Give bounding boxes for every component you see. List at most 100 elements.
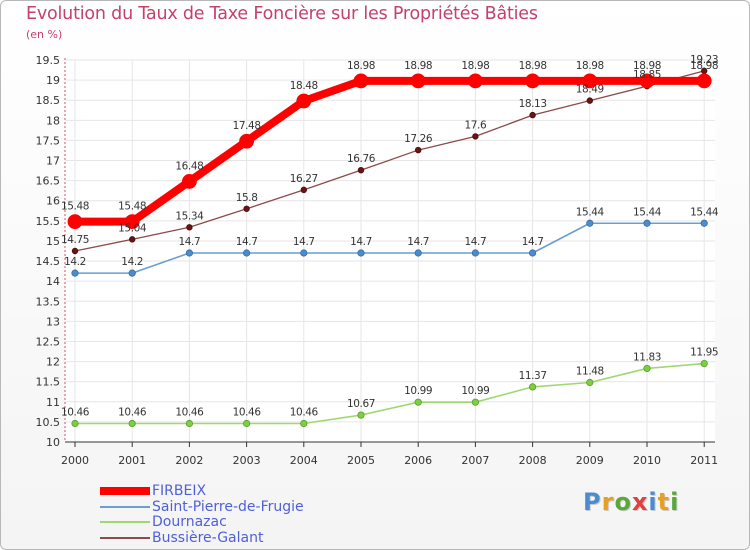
data-label: 14.7 xyxy=(407,236,429,248)
y-tick-label: 16.5 xyxy=(36,175,61,188)
data-label: 18.98 xyxy=(461,60,489,72)
data-point xyxy=(471,398,479,406)
data-label: 16.27 xyxy=(290,173,318,185)
y-tick-label: 15.5 xyxy=(36,215,61,228)
data-label: 14.2 xyxy=(121,256,143,268)
data-point xyxy=(185,419,193,428)
data-label: 14.7 xyxy=(350,236,372,248)
legend-label: Bussière-Galant xyxy=(152,529,264,546)
y-tick-label: 11 xyxy=(46,396,60,409)
y-tick-label: 12 xyxy=(46,356,60,369)
proxiti-logo: Proxiti xyxy=(583,488,679,516)
data-point xyxy=(586,219,594,227)
y-tick-label: 19 xyxy=(46,74,60,87)
data-label: 15.44 xyxy=(633,206,662,218)
data-label: 18.13 xyxy=(519,98,547,110)
x-tick-label: 2005 xyxy=(347,454,375,467)
data-label: 17.48 xyxy=(233,120,261,132)
data-point xyxy=(128,236,136,243)
data-point xyxy=(415,146,422,154)
data-point xyxy=(300,419,308,428)
data-point xyxy=(71,247,79,255)
data-point xyxy=(181,174,197,189)
data-label: 18.48 xyxy=(290,80,318,92)
legend-item-bussiere-galant: Bussière-Galant xyxy=(100,529,360,547)
data-point xyxy=(124,214,140,230)
data-label: 11.37 xyxy=(519,370,547,382)
data-label: 15.34 xyxy=(175,210,204,222)
data-point xyxy=(525,73,540,89)
series-line xyxy=(74,362,706,425)
data-point xyxy=(414,249,422,257)
data-point xyxy=(639,73,655,89)
legend-label: FIRBEIX xyxy=(152,483,207,499)
data-label: 10.46 xyxy=(233,407,262,419)
data-label: 16.48 xyxy=(175,160,203,172)
logo-letter: o xyxy=(614,488,632,516)
logo-letter: i xyxy=(648,488,658,516)
y-tick-label: 17 xyxy=(46,155,60,168)
y-tick-label: 16 xyxy=(46,195,60,208)
data-label: 18.49 xyxy=(576,84,604,96)
data-point xyxy=(410,73,426,89)
data-label: 14.75 xyxy=(61,234,89,246)
data-point xyxy=(529,111,536,119)
data-point xyxy=(467,73,483,89)
data-point xyxy=(582,73,598,89)
data-point xyxy=(357,166,365,174)
data-point xyxy=(185,249,193,257)
logo-letter: r xyxy=(601,488,615,516)
legend: FIRBEIX Saint-Pierre-de-Frugie Dournazac… xyxy=(100,484,360,546)
data-label: 14.7 xyxy=(465,236,487,248)
data-point xyxy=(528,249,537,257)
data-point xyxy=(586,378,594,387)
logo-letter: x xyxy=(631,488,649,516)
chart-title: Evolution du Taux de Taxe Foncière sur l… xyxy=(26,4,538,24)
data-label: 18.98 xyxy=(347,60,375,72)
data-point xyxy=(700,359,708,368)
y-tick-label: 10.5 xyxy=(36,416,61,429)
y-tick-label: 11.5 xyxy=(36,376,61,389)
data-label: 10.99 xyxy=(404,385,432,397)
y-tick-label: 18 xyxy=(46,114,60,127)
data-label: 18.98 xyxy=(404,60,432,72)
x-tick-label: 2003 xyxy=(233,454,261,467)
x-tick-label: 2011 xyxy=(690,454,718,467)
data-point xyxy=(353,73,369,89)
data-label: 11.48 xyxy=(576,365,604,377)
chart-subtitle: (en %) xyxy=(26,28,63,41)
data-point xyxy=(472,133,479,140)
data-label: 14.7 xyxy=(293,236,315,248)
data-point xyxy=(128,269,136,277)
legend-swatch xyxy=(100,487,150,495)
data-point xyxy=(243,205,250,212)
y-tick-label: 14.5 xyxy=(36,255,61,268)
logo-letter: t xyxy=(657,488,671,516)
data-label: 18.98 xyxy=(633,60,661,72)
data-label: 10.46 xyxy=(175,407,204,419)
data-label: 18.98 xyxy=(519,60,547,72)
x-tick-label: 2000 xyxy=(61,454,89,467)
data-label: 14.7 xyxy=(236,236,258,248)
y-tick-label: 13.5 xyxy=(36,295,61,308)
data-point xyxy=(243,419,251,428)
data-point xyxy=(586,97,593,104)
x-tick-label: 2001 xyxy=(118,454,146,467)
data-point xyxy=(128,419,136,428)
data-point xyxy=(71,419,79,428)
legend-label: Saint-Pierre-de-Frugie xyxy=(152,498,304,515)
data-point xyxy=(696,73,712,89)
data-point xyxy=(357,411,365,419)
y-tick-label: 17.5 xyxy=(36,134,61,147)
data-point xyxy=(357,249,365,257)
legend-item-firbeix: FIRBEIX xyxy=(100,484,360,500)
legend-swatch xyxy=(100,505,150,508)
data-point xyxy=(414,398,422,406)
y-tick-label: 15 xyxy=(46,235,60,248)
x-tick-label: 2007 xyxy=(461,454,489,467)
data-point xyxy=(643,219,651,227)
data-label: 10.46 xyxy=(290,407,319,419)
data-point xyxy=(300,186,307,194)
data-point xyxy=(239,133,255,149)
x-tick-label: 2006 xyxy=(404,454,432,467)
